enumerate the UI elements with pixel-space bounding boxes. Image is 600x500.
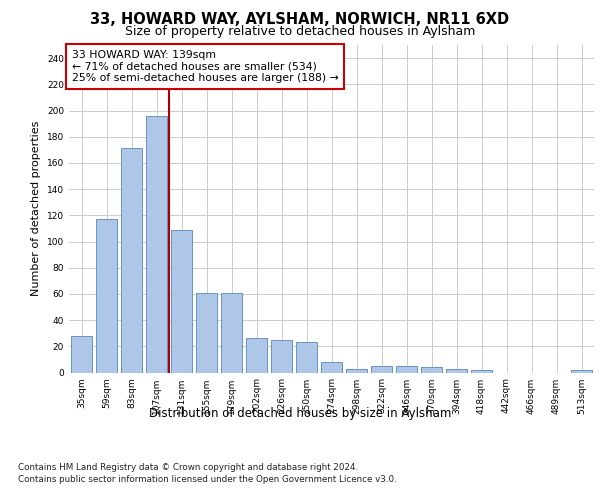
Bar	[421, 368, 442, 372]
Text: 33, HOWARD WAY, AYLSHAM, NORWICH, NR11 6XD: 33, HOWARD WAY, AYLSHAM, NORWICH, NR11 6…	[91, 12, 509, 28]
Bar	[146, 116, 167, 372]
Y-axis label: Number of detached properties: Number of detached properties	[31, 121, 41, 296]
Text: 33 HOWARD WAY: 139sqm
← 71% of detached houses are smaller (534)
25% of semi-det: 33 HOWARD WAY: 139sqm ← 71% of detached …	[71, 50, 338, 83]
Bar	[371, 366, 392, 372]
Bar	[396, 366, 417, 372]
Bar	[446, 368, 467, 372]
Text: Size of property relative to detached houses in Aylsham: Size of property relative to detached ho…	[125, 25, 475, 38]
Text: Contains public sector information licensed under the Open Government Licence v3: Contains public sector information licen…	[18, 475, 397, 484]
Bar	[271, 340, 292, 372]
Bar	[571, 370, 592, 372]
Text: Contains HM Land Registry data © Crown copyright and database right 2024.: Contains HM Land Registry data © Crown c…	[18, 462, 358, 471]
Bar	[171, 230, 192, 372]
Text: Distribution of detached houses by size in Aylsham: Distribution of detached houses by size …	[149, 408, 451, 420]
Bar	[346, 368, 367, 372]
Bar	[221, 292, 242, 372]
Bar	[71, 336, 92, 372]
Bar	[321, 362, 342, 372]
Bar	[196, 292, 217, 372]
Bar	[471, 370, 492, 372]
Bar	[96, 219, 117, 372]
Bar	[296, 342, 317, 372]
Bar	[246, 338, 267, 372]
Bar	[121, 148, 142, 372]
